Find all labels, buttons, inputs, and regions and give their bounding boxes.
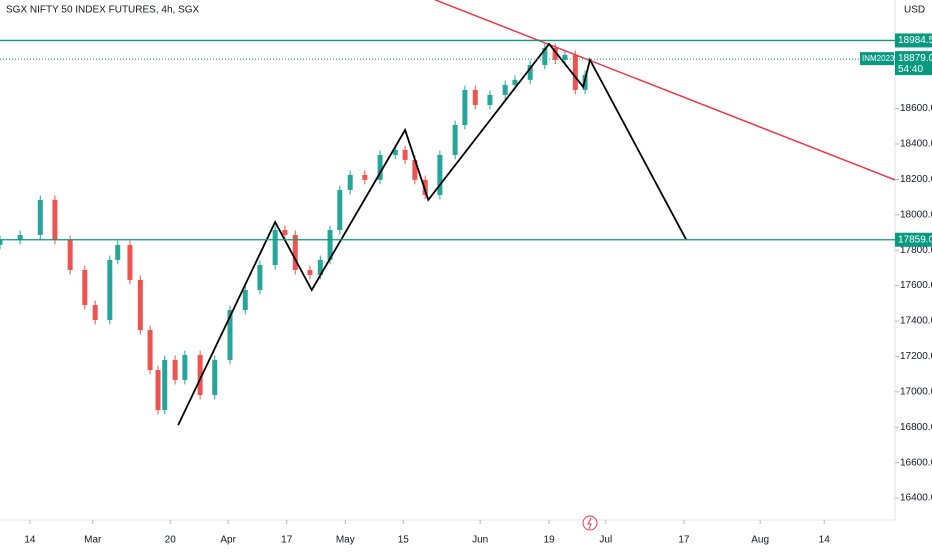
candle-body [572,54,578,90]
candle-body [227,310,233,360]
candle-body [527,64,533,80]
y-tick-label: 16800.0 [900,422,932,433]
candle-body [197,354,203,396]
candle-body [82,270,88,306]
pattern-line [177,42,688,426]
candle-body [512,79,518,85]
y-tick-label: 17000.0 [900,386,932,397]
candle-body [115,245,121,260]
candle-body [502,84,508,95]
x-tick-label: 20 [165,535,177,546]
contract-label: INM2023 [862,54,895,63]
event-icon[interactable] [582,515,598,531]
y-tick-label: 17200.0 [900,351,932,362]
x-tick-label: 15 [398,535,410,546]
candle-body [182,354,188,380]
candle-body [472,89,478,105]
y-tick-label: 18200.0 [900,174,932,185]
level-label: 17859.0 [898,234,932,245]
candle-body [542,47,548,65]
candle-body [127,245,133,280]
candle-body [562,54,568,60]
x-tick-label: 19 [544,535,556,546]
candle-body [437,154,443,195]
last-price-label: 18879.0 [898,53,932,64]
candle-body [147,330,153,371]
candle-body [242,290,248,311]
x-tick-label: 17 [678,535,690,546]
candle-body [462,89,468,125]
y-tick-label: 17600.0 [900,280,932,291]
candle-body [37,199,43,235]
candle-body [17,234,23,240]
level-label-bg [895,232,932,247]
y-tick-label: 18600.0 [900,103,932,114]
candle-body [137,279,143,331]
candle-body [377,154,383,180]
x-tick-label: May [336,535,355,546]
chart-title: SGX NIFTY 50 INDEX FUTURES, 4h, SGX [6,5,200,16]
candle-body [92,305,98,320]
x-tick-label: 14 [24,535,36,546]
candle-body [487,94,493,105]
candle-body [412,159,418,180]
candle-body [362,174,368,180]
candle-body [107,259,113,320]
y-tick-label: 18400.0 [900,139,932,150]
x-tick-label: Jul [599,535,612,546]
last-price-bg [895,51,932,76]
candle-body [552,47,558,60]
x-tick-label: 17 [281,535,293,546]
candle-body [52,199,58,240]
level-label-bg [895,33,932,48]
candle-body [392,149,398,155]
candle-body [292,234,298,271]
candle-body [172,359,178,380]
y-tick-label: 17800.0 [900,245,932,256]
candle-body [67,239,73,271]
event-icon-bolt [587,517,592,530]
candle-body [422,179,428,195]
candle-body [0,239,3,245]
y-tick-label: 16600.0 [900,457,932,468]
x-tick-label: Mar [84,535,102,546]
y-tick-label: 17400.0 [900,316,932,327]
trendline [434,0,896,181]
candle-body [162,359,168,411]
countdown: 54:40 [898,64,923,75]
y-tick-label: 16400.0 [900,493,932,504]
candle-body [155,370,161,411]
currency: USD [904,5,925,16]
x-tick-label: Aug [751,535,769,546]
candle-body [452,124,458,155]
candle-body [337,189,343,230]
candle-body [307,270,313,275]
candle-body [327,229,333,260]
candle-body [272,229,278,266]
level-label: 18984.5 [898,35,932,46]
x-tick-label: 14 [819,535,831,546]
candle-body [257,265,263,291]
x-tick-label: Apr [220,535,236,546]
y-tick-label: 18000.0 [900,209,932,220]
contract-bg [860,52,894,66]
candle-body [347,174,353,190]
candle-body [282,229,288,235]
candle-body [317,259,323,275]
candle-body [212,359,218,396]
x-tick-label: Jun [472,535,488,546]
candle-body [402,149,408,160]
